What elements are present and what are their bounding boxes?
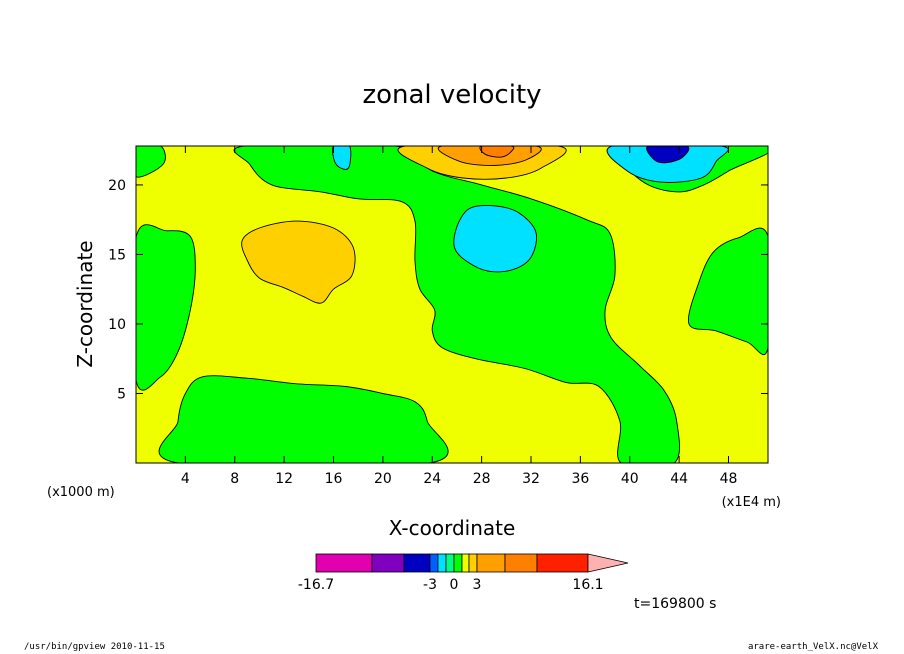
colorbar-label-3: 0	[450, 577, 459, 593]
plot-frame	[135, 145, 769, 464]
contour-region-cyan-2	[453, 205, 538, 273]
y-tick-label-10: 10	[108, 317, 126, 333]
footer-right: arare-earth_VelX.nc@VelX	[747, 642, 878, 652]
contour-region-light-orange-1	[241, 220, 356, 304]
x-unit-left: (x1000 m)	[47, 485, 115, 500]
y-tick-label-15: 15	[108, 247, 126, 263]
y-tick-label-20: 20	[108, 178, 126, 194]
contour-region-green-1	[136, 146, 166, 178]
colorbar-segment-9	[468, 553, 478, 573]
x-tick-label-36: 36	[571, 471, 589, 487]
x-unit-right: (x1E4 m)	[722, 495, 781, 510]
colorbar-segment-5	[437, 553, 447, 573]
colorbar-segment-11	[504, 553, 538, 573]
contour-region-cyan-3	[606, 146, 729, 183]
colorbar-segment-2	[371, 553, 405, 573]
y-tick-label-5: 5	[117, 386, 126, 402]
contour-region-dark-orange-1	[479, 146, 515, 158]
colorbar-segment-8	[461, 553, 470, 573]
x-tick-label-20: 20	[374, 471, 392, 487]
x-tick-label-24: 24	[423, 471, 441, 487]
colorbar-label-4: 3	[473, 577, 482, 593]
x-tick-label-40: 40	[621, 471, 639, 487]
contour-region-green-2	[136, 224, 196, 391]
colorbar-labels: -16.7 -3 0 3 16.1	[298, 577, 604, 593]
colorbar-segment-10	[476, 553, 506, 573]
contour-region-green-3	[158, 375, 449, 463]
colorbar-segment-1	[315, 553, 373, 573]
footer-left: /usr/bin/gpview 2010-11-15	[24, 642, 165, 652]
colorbar-segment-4	[429, 553, 439, 573]
x-tick-label-32: 32	[522, 471, 540, 487]
colorbar-label-5: 16.1	[572, 577, 603, 593]
colorbar-segment-7	[453, 553, 463, 573]
colorbar-segment-12	[536, 553, 589, 573]
colorbar-segment-3	[403, 553, 431, 573]
colorbar-segment-6	[445, 553, 455, 573]
contour-region-green-6	[687, 227, 768, 355]
time-label: t=169800 s	[634, 596, 716, 612]
colorbar-label-2: -3	[423, 577, 437, 593]
x-tick-label-48: 48	[720, 471, 738, 487]
colorbar	[315, 553, 629, 573]
x-axis-ticks: 4 8 12 16 20 24 28 32 36 40 44 48	[181, 146, 738, 487]
x-axis-label: X-coordinate	[389, 516, 516, 540]
colorbar-extend-arrow	[587, 553, 629, 573]
contour-region-blue-1	[646, 146, 690, 164]
x-tick-label-12: 12	[275, 471, 293, 487]
x-tick-label-16: 16	[325, 471, 343, 487]
y-axis-label: Z-coordinate	[73, 240, 97, 367]
x-tick-label-44: 44	[670, 471, 688, 487]
chart-title: zonal velocity	[362, 80, 541, 110]
contour-region-cyan-1	[332, 146, 352, 170]
x-tick-label-4: 4	[181, 471, 190, 487]
x-tick-label-8: 8	[230, 471, 239, 487]
contour-region-green-4	[233, 146, 680, 463]
colorbar-label-1: -16.7	[298, 577, 334, 593]
contour-layer	[136, 146, 768, 463]
y-axis-ticks: 5 10 15 20	[108, 178, 768, 402]
x-tick-label-28: 28	[473, 471, 491, 487]
